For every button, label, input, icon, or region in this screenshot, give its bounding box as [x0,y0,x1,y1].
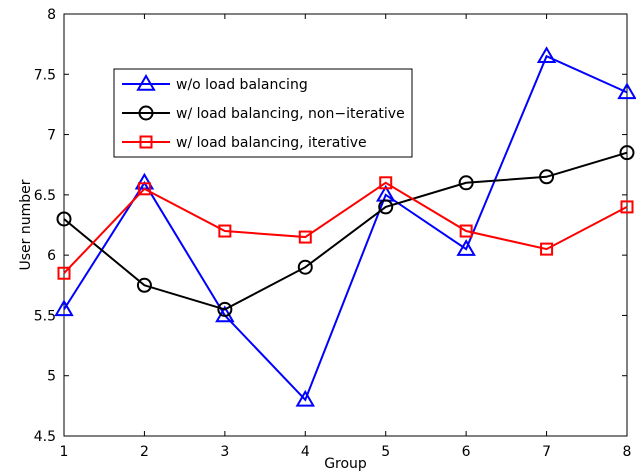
series-circle [56,145,635,317]
legend-item: w/o load balancing [122,74,308,93]
data-point [54,299,74,317]
series-square [57,176,634,280]
series-layer [54,46,636,407]
data-point [619,145,635,161]
data-point [379,176,393,190]
data-point [297,259,313,275]
legend-marker [139,135,153,149]
data-point [458,175,474,191]
series-line [63,54,628,402]
axes-ticks: 1 2 3 4 5 6 7 8 4.5 5 5.5 6 6.5 7 7.5 8 [34,7,632,460]
legend-item: w/ load balancing, non−iterative [122,105,405,122]
data-point [378,199,394,215]
y-axis-title: User number [18,179,34,270]
legend-label: w/ load balancing, non−iterative [176,106,405,122]
x-tick-label: 3 [220,444,229,460]
data-point [136,277,152,293]
data-point [137,182,151,196]
data-point [539,169,555,185]
legend-marker [138,105,154,121]
y-tick-label: 8 [47,7,56,23]
y-tick-label: 5 [47,369,56,385]
x-tick-label: 7 [542,444,551,460]
x-tick-label: 8 [623,444,632,460]
x-tick-label: 1 [60,444,69,460]
legend-marker [136,74,156,91]
y-tick-label: 6 [47,248,56,264]
data-point [536,46,557,63]
x-tick-label: 5 [381,444,390,460]
data-point [620,200,634,214]
legend: w/o load balancing w/ load balancing, non… [113,68,413,158]
data-point [617,82,636,100]
legend-label: w/o load balancing [176,77,308,93]
data-point [217,301,233,317]
y-tick-label: 4.5 [34,429,56,445]
data-point [540,242,554,256]
y-tick-label: 5.5 [34,308,56,324]
series-line [63,151,628,311]
x-tick-label: 2 [140,444,149,460]
legend-label: w/ load balancing, iterative [176,135,367,151]
y-tick-label: 7 [47,128,56,144]
data-point [295,389,316,407]
y-tick-label: 7.5 [34,67,56,83]
y-tick-label: 6.5 [34,188,56,204]
x-axis-title: Group [324,456,367,472]
data-point [218,224,232,238]
x-tick-label: 6 [462,444,471,460]
data-point [298,230,312,244]
data-point [456,239,476,256]
x-tick-label: 4 [301,444,310,460]
legend-item: w/ load balancing, iterative [122,135,367,151]
data-point [459,224,473,238]
series-line [63,181,628,274]
data-point [56,211,72,227]
data-point [57,266,71,280]
